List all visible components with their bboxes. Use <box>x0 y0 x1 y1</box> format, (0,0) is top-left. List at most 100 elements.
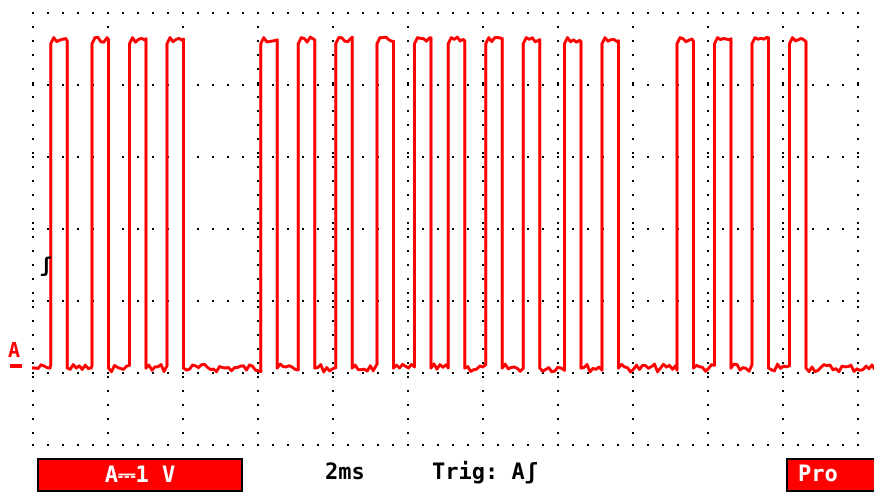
grid-dot <box>257 432 259 434</box>
grid-dot <box>167 12 169 14</box>
grid-dot <box>782 208 784 210</box>
grid-dot <box>782 68 784 70</box>
grid-dot <box>617 12 619 14</box>
grid-dot <box>602 372 604 374</box>
grid-dot <box>812 12 814 14</box>
grid-dot <box>272 372 274 374</box>
grid-dot <box>707 376 709 378</box>
grid-dot <box>857 372 859 374</box>
grid-dot <box>707 180 709 182</box>
grid-dot <box>842 372 844 374</box>
grid-dot <box>782 26 784 28</box>
grid-dot <box>332 124 334 126</box>
grid-dot <box>617 444 619 446</box>
grid-dot <box>257 138 259 140</box>
grid-dot <box>467 300 469 302</box>
grid-dot <box>647 156 649 158</box>
grid-dot <box>32 278 34 280</box>
grid-dot <box>857 194 859 196</box>
grid-dot <box>782 418 784 420</box>
grid-dot <box>782 264 784 266</box>
grid-dot <box>227 300 229 302</box>
grid-dot <box>362 12 364 14</box>
grid-dot <box>137 444 139 446</box>
grid-dot <box>242 84 244 86</box>
grid-dot <box>452 84 454 86</box>
grid-dot <box>827 228 829 230</box>
grid-dot <box>122 84 124 86</box>
grid-dot <box>287 372 289 374</box>
grid-dot <box>662 444 664 446</box>
probe-button[interactable]: Pro <box>786 458 874 492</box>
grid-dot <box>332 12 334 14</box>
grid-dot <box>542 84 544 86</box>
grid-dot <box>722 84 724 86</box>
grid-dot <box>857 96 859 98</box>
grid-dot <box>227 12 229 14</box>
grid-dot <box>782 166 784 168</box>
grid-dot <box>857 362 859 364</box>
grid-dot <box>227 156 229 158</box>
grid-dot <box>257 372 259 374</box>
grid-dot <box>362 372 364 374</box>
grid-dot <box>587 300 589 302</box>
grid-dot <box>782 444 784 446</box>
grid-dot <box>302 444 304 446</box>
grid-dot <box>587 84 589 86</box>
grid-dot <box>332 228 334 230</box>
grid-dot <box>152 228 154 230</box>
grid-dot <box>857 228 859 230</box>
grid-dot <box>32 236 34 238</box>
grid-dot <box>857 250 859 252</box>
grid-dot <box>332 138 334 140</box>
channel-a-scale-button[interactable]: A⎓1 V <box>37 458 243 492</box>
grid-dot <box>347 156 349 158</box>
grid-dot <box>482 228 484 230</box>
grid-dot <box>632 228 634 230</box>
grid-dot <box>182 12 184 14</box>
grid-dot <box>272 228 274 230</box>
grid-dot <box>557 82 559 84</box>
grid-dot <box>707 84 709 86</box>
grid-dot <box>782 300 784 302</box>
grid-dot <box>632 390 634 392</box>
grid-dot <box>782 180 784 182</box>
grid-dot <box>62 372 64 374</box>
grid-dot <box>257 390 259 392</box>
grid-dot <box>257 278 259 280</box>
grid-dot <box>257 320 259 322</box>
grid-dot <box>782 138 784 140</box>
grid-dot <box>332 432 334 434</box>
grid-dot <box>827 372 829 374</box>
grid-dot <box>557 362 559 364</box>
grid-dot <box>32 334 34 336</box>
grid-dot <box>782 376 784 378</box>
grid-dot <box>332 194 334 196</box>
grid-dot <box>227 372 229 374</box>
grid-dot <box>542 372 544 374</box>
grid-dot <box>62 84 64 86</box>
grid-dot <box>407 166 409 168</box>
grid-dot <box>707 222 709 224</box>
grid-dot <box>827 444 829 446</box>
grid-dot <box>332 208 334 210</box>
grid-dot <box>197 228 199 230</box>
grid-dot <box>857 348 859 350</box>
grid-dot <box>557 372 559 374</box>
grid-dot <box>407 138 409 140</box>
grid-dot <box>182 444 184 446</box>
grid-dot <box>527 444 529 446</box>
grid-dot <box>632 264 634 266</box>
grid-dot <box>542 156 544 158</box>
grid-dot <box>467 228 469 230</box>
grid-dot <box>812 444 814 446</box>
grid-dot <box>542 300 544 302</box>
grid-dot <box>557 228 559 230</box>
grid-dot <box>347 372 349 374</box>
grid-dot <box>47 444 49 446</box>
grid-dot <box>167 372 169 374</box>
grid-dot <box>32 40 34 42</box>
grid-dot <box>47 12 49 14</box>
grid-dot <box>557 376 559 378</box>
grid-dot <box>242 228 244 230</box>
